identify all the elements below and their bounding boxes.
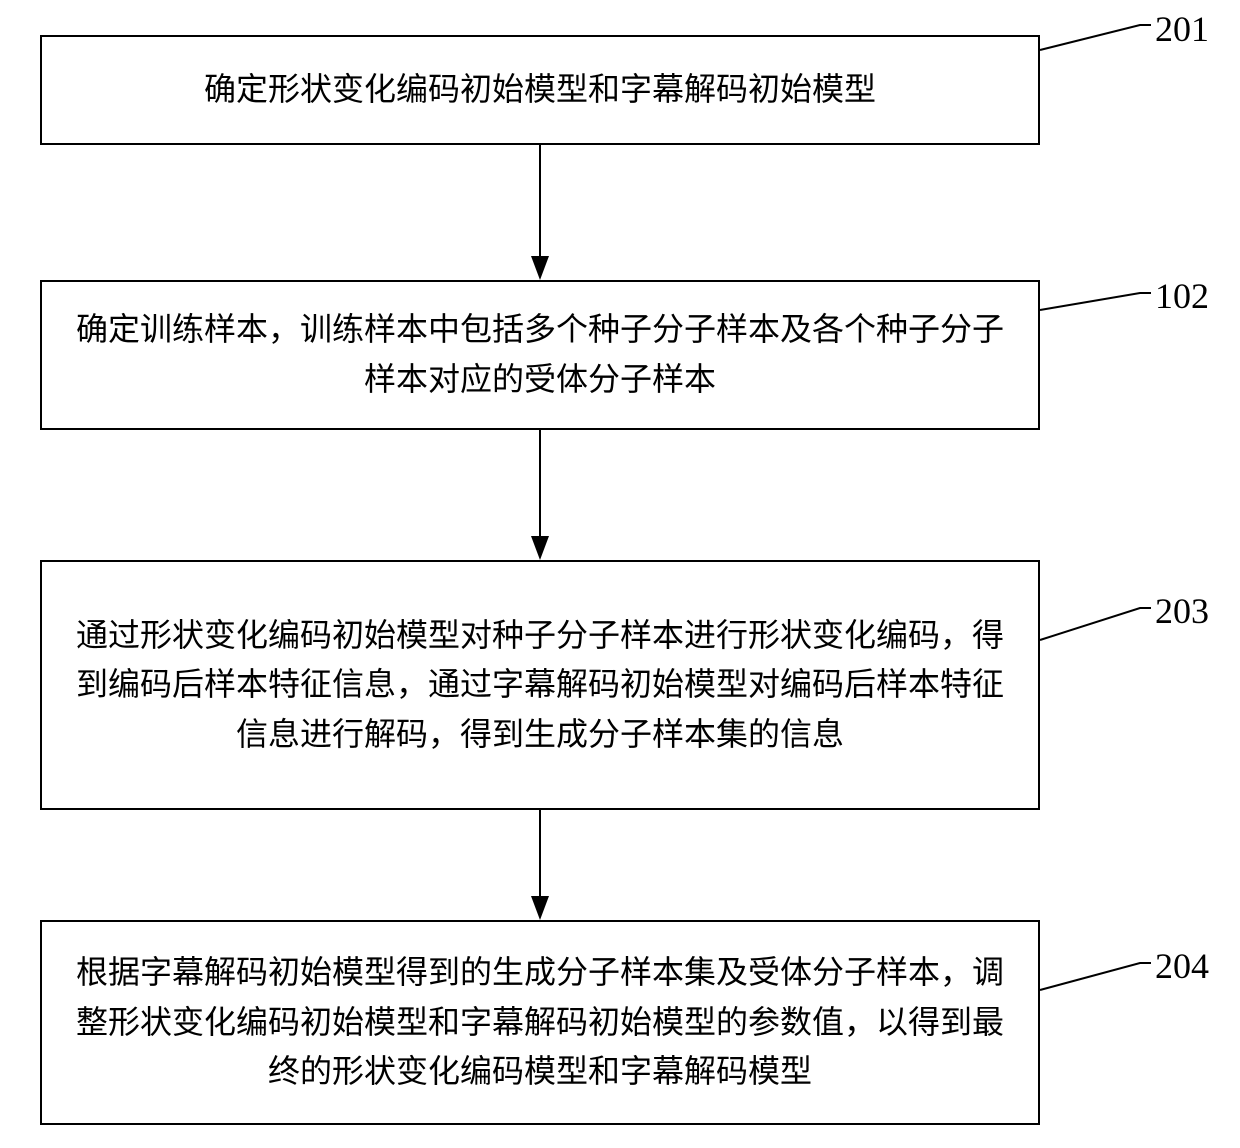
step-number-label: 201 — [1155, 8, 1209, 50]
flow-step-text: 通过形状变化编码初始模型对种子分子样本进行形状变化编码，得到编码后样本特征信息，… — [62, 611, 1018, 760]
step-number-label: 102 — [1155, 275, 1209, 317]
flow-step-text: 根据字幕解码初始模型得到的生成分子样本集及受体分子样本，调整形状变化编码初始模型… — [62, 948, 1018, 1097]
flow-step-b2: 确定训练样本，训练样本中包括多个种子分子样本及各个种子分子样本对应的受体分子样本 — [40, 280, 1040, 430]
flow-step-b1: 确定形状变化编码初始模型和字幕解码初始模型 — [40, 35, 1040, 145]
flow-step-b4: 根据字幕解码初始模型得到的生成分子样本集及受体分子样本，调整形状变化编码初始模型… — [40, 920, 1040, 1125]
flowchart-canvas: 确定形状变化编码初始模型和字幕解码初始模型确定训练样本，训练样本中包括多个种子分… — [0, 0, 1240, 1148]
flow-step-text: 确定训练样本，训练样本中包括多个种子分子样本及各个种子分子样本对应的受体分子样本 — [62, 305, 1018, 404]
step-number-label: 204 — [1155, 945, 1209, 987]
step-number-label: 203 — [1155, 590, 1209, 632]
flow-step-b3: 通过形状变化编码初始模型对种子分子样本进行形状变化编码，得到编码后样本特征信息，… — [40, 560, 1040, 810]
flow-step-text: 确定形状变化编码初始模型和字幕解码初始模型 — [204, 65, 876, 115]
